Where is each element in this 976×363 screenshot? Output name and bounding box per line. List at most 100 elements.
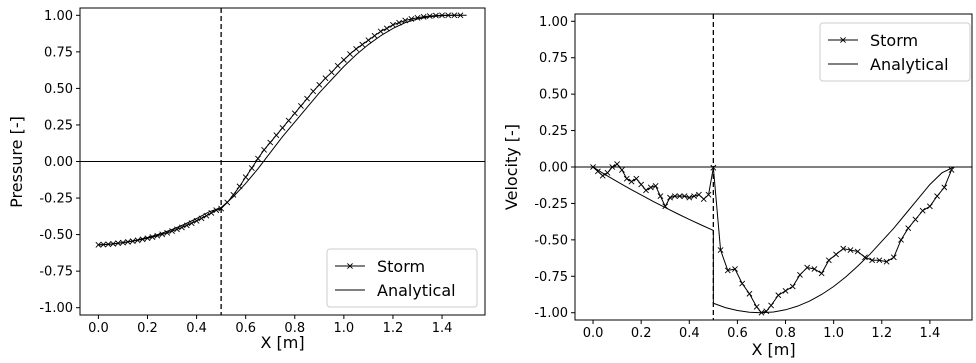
storm-marker — [667, 194, 673, 201]
y-axis-label: Velocity [-] — [502, 124, 521, 210]
storm-marker — [840, 245, 847, 252]
storm-marker — [804, 264, 811, 271]
storm-marker — [657, 193, 664, 200]
storm-marker — [686, 194, 693, 201]
storm-marker — [614, 161, 621, 168]
storm-marker — [782, 287, 789, 294]
axes-frame — [574, 13, 973, 321]
storm-marker — [647, 184, 654, 191]
x-tick-label: 0.0 — [88, 321, 109, 336]
y-tick-label: -0.50 — [39, 228, 73, 243]
storm-marker — [285, 117, 292, 124]
storm-marker — [695, 191, 702, 198]
storm-marker — [898, 236, 904, 243]
y-tick-label: -0.75 — [39, 265, 73, 280]
storm-marker — [948, 166, 955, 173]
storm-marker — [869, 257, 876, 264]
storm-marker — [322, 75, 329, 82]
storm-marker — [174, 226, 180, 233]
storm-marker — [242, 174, 249, 181]
storm-marker — [926, 203, 933, 210]
storm-marker — [681, 193, 688, 200]
storm-marker — [426, 13, 433, 19]
storm-marker — [328, 69, 335, 76]
storm-marker — [279, 124, 286, 131]
legend-label-analytical: Analytical — [870, 55, 949, 74]
storm-marker — [883, 258, 890, 265]
x-tick-label: 1.4 — [920, 326, 941, 341]
axes-frame — [79, 7, 486, 316]
y-tick-label: 0.00 — [539, 161, 568, 176]
storm-marker — [705, 191, 712, 198]
storm-marker — [643, 187, 649, 194]
storm-marker — [862, 254, 868, 261]
x-tick-label: 0.0 — [583, 326, 604, 341]
storm-marker — [169, 228, 175, 235]
x-tick-label: 0.2 — [137, 321, 158, 336]
storm-marker — [371, 32, 378, 39]
x-tick-label: 0.6 — [235, 321, 256, 336]
storm-marker — [218, 205, 225, 212]
legend-label-analytical: Analytical — [377, 281, 456, 300]
storm-marker — [739, 280, 746, 287]
chart-panel-1: 0.0 0.2 0.4 0.6 0.8 1.0 1.2 1.4 1.00 0.75 0.50 0.25… — [7, 7, 486, 352]
chart-panel-2: 0.0 0.2 0.4 0.6 0.8 1.0 1.2 1.4 1.00 0.75 0.50 0.25… — [502, 13, 973, 359]
legend: Storm Analytical — [819, 22, 971, 82]
storm-marker — [717, 247, 724, 253]
storm-marker — [594, 168, 601, 175]
y-tick-label: 0.75 — [539, 51, 568, 66]
storm-marker — [797, 271, 803, 278]
y-tick-label: 1.00 — [539, 15, 568, 30]
storm-marker — [652, 183, 659, 189]
x-axis-label: X [m] — [751, 340, 795, 359]
x-tick-label: 1.0 — [823, 326, 844, 341]
storm-marker — [590, 164, 596, 170]
storm-marker — [377, 28, 384, 35]
storm-marker — [811, 266, 818, 272]
storm-marker — [359, 41, 366, 48]
storm-marker — [825, 257, 832, 264]
storm-marker — [890, 254, 897, 261]
storm-marker — [609, 164, 616, 170]
x-tick-label: 0.8 — [284, 321, 305, 336]
y-tick-label: 0.50 — [44, 82, 73, 97]
storm-marker — [628, 178, 635, 185]
x-tick-label: 1.0 — [334, 321, 355, 336]
legend: Storm Analytical — [326, 248, 478, 308]
y-tick-label: -1.00 — [534, 306, 568, 321]
storm-marker — [691, 193, 698, 200]
plot-area — [80, 8, 485, 315]
legend-marker-storm — [840, 37, 846, 43]
x-axis-label: X [m] — [260, 333, 304, 352]
storm-marker — [724, 267, 731, 274]
storm-marker — [248, 165, 255, 171]
storm-marker — [763, 308, 770, 315]
y-tick-label: 0.00 — [44, 155, 73, 170]
storm-marker — [710, 164, 717, 171]
storm-marker — [633, 175, 640, 182]
x-tick-label: 0.6 — [727, 326, 748, 341]
storm-marker — [818, 270, 825, 277]
storm-marker — [833, 251, 839, 258]
x-tick-label: 0.8 — [775, 326, 796, 341]
storm-marker — [768, 302, 775, 309]
storm-marker — [390, 21, 396, 28]
storm-marker — [304, 95, 310, 102]
y-tick-label: -1.00 — [39, 301, 73, 316]
y-tick-label: 1.00 — [44, 9, 73, 24]
y-tick-label: 0.25 — [44, 118, 73, 133]
storm-marker — [347, 51, 353, 57]
storm-marker — [291, 110, 298, 117]
storm-marker — [365, 37, 372, 44]
y-tick-label: -0.75 — [534, 270, 568, 285]
storm-marker — [353, 46, 360, 52]
storm-marker — [847, 247, 854, 253]
storm-marker — [340, 56, 347, 63]
storm-marker — [789, 283, 796, 290]
x-tick-label: 0.2 — [631, 326, 652, 341]
storm-marker — [618, 166, 625, 173]
y-axis-label: Pressure [-] — [7, 116, 26, 208]
x-tick-label: 1.2 — [383, 321, 404, 336]
legend-marker-storm — [347, 263, 353, 269]
